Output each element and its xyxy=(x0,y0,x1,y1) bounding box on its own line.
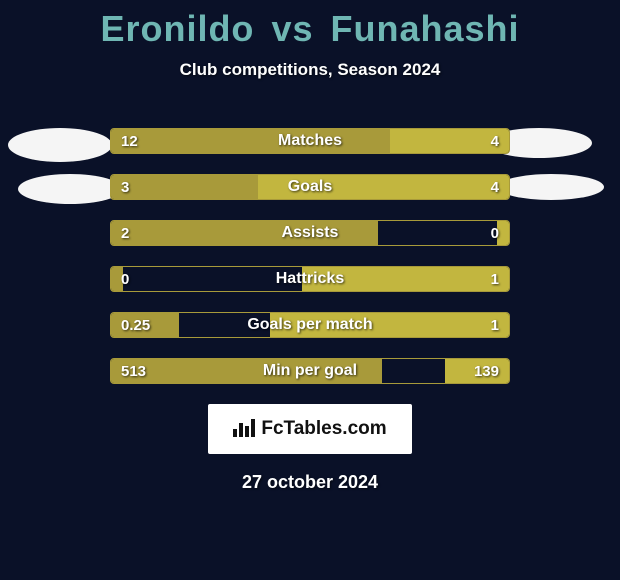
footer-date: 27 october 2024 xyxy=(0,472,620,493)
player1-name: Eronildo xyxy=(100,8,254,49)
brand-text: FcTables.com xyxy=(261,418,386,440)
comparison-title: Eronildo vs Funahashi xyxy=(0,0,620,50)
bar-left xyxy=(111,175,258,199)
stat-rows: 124Matches 34Goals 20Assists 01Hattricks 0.2… xyxy=(0,128,620,384)
subtitle: Club competitions, Season 2024 xyxy=(0,60,620,80)
player1-avatar-1 xyxy=(8,128,112,162)
stat-row: 0.251Goals per match xyxy=(110,312,510,338)
bar-left xyxy=(111,129,390,153)
bar-left xyxy=(111,313,179,337)
bar-right xyxy=(302,267,509,291)
bar-left xyxy=(111,359,382,383)
bar-right xyxy=(390,129,509,153)
bar-right xyxy=(445,359,509,383)
bar-right xyxy=(270,313,509,337)
bar-right xyxy=(497,221,509,245)
brand-badge: FcTables.com xyxy=(208,404,412,454)
stat-row: 34Goals xyxy=(110,174,510,200)
bar-left xyxy=(111,267,123,291)
bar-left xyxy=(111,221,378,245)
stat-row: 20Assists xyxy=(110,220,510,246)
stat-row: 124Matches xyxy=(110,128,510,154)
player2-avatar-2 xyxy=(498,174,604,200)
stat-row: 01Hattricks xyxy=(110,266,510,292)
brand-chart-icon xyxy=(233,417,255,442)
player2-name: Funahashi xyxy=(331,8,520,49)
player1-avatar-2 xyxy=(18,174,122,204)
stat-row: 513139Min per goal xyxy=(110,358,510,384)
vs-text: vs xyxy=(271,8,313,49)
bar-right xyxy=(258,175,509,199)
chart-area: 124Matches 34Goals 20Assists 01Hattricks 0.2… xyxy=(0,128,620,384)
